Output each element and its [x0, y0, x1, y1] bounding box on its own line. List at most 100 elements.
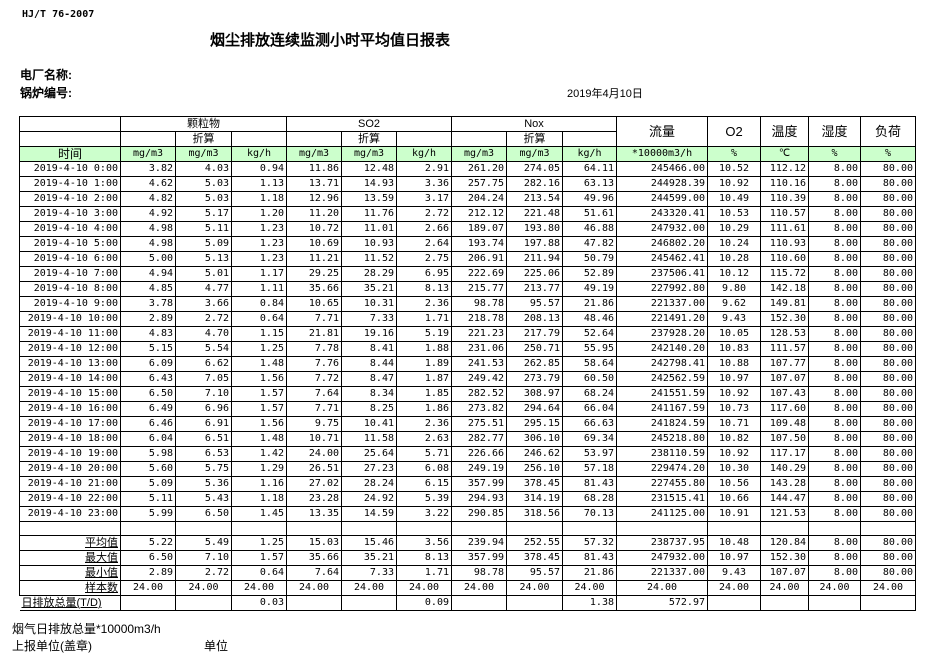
- value-cell: 24.00: [286, 580, 342, 596]
- value-cell: 24.00: [286, 446, 342, 462]
- empty-cell: [707, 521, 761, 536]
- row-label: 2019-4-10 22:00: [19, 491, 121, 507]
- value-cell: 237506.41: [616, 266, 708, 282]
- value-cell: 110.60: [760, 251, 809, 267]
- value-cell: 80.00: [860, 491, 916, 507]
- value-cell: 21.86: [562, 296, 617, 312]
- value-cell: 8.13: [396, 281, 452, 297]
- row-label: 2019-4-10 11:00: [19, 326, 121, 342]
- value-cell: 294.64: [506, 401, 563, 417]
- value-cell: [120, 595, 176, 611]
- value-cell: 5.00: [120, 251, 176, 267]
- value-cell: 247932.00: [616, 550, 708, 566]
- value-cell: 221.23: [451, 326, 507, 342]
- reporting-unit-label: 上报单位(盖章): [12, 639, 92, 653]
- value-cell: 13.59: [341, 191, 397, 207]
- nox-converted-header: 折算: [506, 131, 563, 147]
- value-cell: 290.85: [451, 506, 507, 522]
- value-cell: 10.12: [707, 266, 761, 282]
- value-cell: 7.64: [286, 565, 342, 581]
- value-cell: 6.09: [120, 356, 176, 372]
- value-cell: 8.00: [808, 296, 861, 312]
- unit-cell: %: [808, 146, 861, 162]
- value-cell: 8.34: [341, 386, 397, 402]
- plant-name-label: 电厂名称:: [20, 68, 72, 82]
- value-cell: 5.17: [175, 206, 232, 222]
- value-cell: 24.00: [120, 580, 176, 596]
- value-cell: 111.57: [760, 341, 809, 357]
- value-cell: 8.41: [341, 341, 397, 357]
- value-cell: 8.00: [808, 341, 861, 357]
- row-label: 2019-4-10 10:00: [19, 311, 121, 327]
- value-cell: 249.42: [451, 371, 507, 387]
- value-cell: 189.07: [451, 221, 507, 237]
- table-row: 2019-4-10 1:00 4.62 5.03 1.13 13.71 14.93 3.36…: [19, 176, 916, 192]
- value-cell: 8.00: [808, 311, 861, 327]
- value-cell: 149.81: [760, 296, 809, 312]
- value-cell: 241167.59: [616, 401, 708, 417]
- value-cell: 5.49: [175, 535, 232, 551]
- value-cell: 227455.80: [616, 476, 708, 492]
- value-cell: 64.11: [562, 161, 617, 177]
- value-cell: 24.00: [860, 580, 916, 596]
- value-cell: 70.13: [562, 506, 617, 522]
- value-cell: 2.66: [396, 221, 452, 237]
- value-cell: 2.64: [396, 236, 452, 252]
- row-label: 2019-4-10 4:00: [19, 221, 121, 237]
- value-cell: 66.04: [562, 401, 617, 417]
- value-cell: 109.48: [760, 416, 809, 432]
- value-cell: 4.98: [120, 236, 176, 252]
- row-label: 2019-4-10 1:00: [19, 176, 121, 192]
- boiler-number-label: 锅炉编号:: [20, 86, 72, 100]
- daily-total-row: 日排放总量(T/D) 0.03 0.09 1.38 572.97: [19, 595, 916, 611]
- value-cell: 3.22: [396, 506, 452, 522]
- blank-header-cell: [396, 131, 452, 147]
- value-cell: 8.44: [341, 356, 397, 372]
- value-cell: 242140.20: [616, 341, 708, 357]
- value-cell: 204.24: [451, 191, 507, 207]
- value-cell: 80.00: [860, 236, 916, 252]
- value-cell: 10.56: [707, 476, 761, 492]
- value-cell: [341, 595, 397, 611]
- empty-cell: [760, 521, 809, 536]
- value-cell: 24.00: [707, 580, 761, 596]
- value-cell: 4.03: [175, 161, 232, 177]
- value-cell: 10.28: [707, 251, 761, 267]
- blank-header-cell: [120, 131, 176, 147]
- value-cell: 15.03: [286, 535, 342, 551]
- value-cell: 8.00: [808, 416, 861, 432]
- value-cell: 221.48: [506, 206, 563, 222]
- value-cell: 107.77: [760, 356, 809, 372]
- unit-cell: mg/m3: [120, 146, 176, 162]
- value-cell: 55.95: [562, 341, 617, 357]
- value-cell: 26.51: [286, 461, 342, 477]
- value-cell: 1.57: [231, 401, 287, 417]
- value-cell: 49.96: [562, 191, 617, 207]
- value-cell: 294.93: [451, 491, 507, 507]
- value-cell: 10.97: [707, 550, 761, 566]
- value-cell: 282.52: [451, 386, 507, 402]
- value-cell: 1.85: [396, 386, 452, 402]
- value-cell: 1.20: [231, 206, 287, 222]
- unit-cell: %: [707, 146, 761, 162]
- value-cell: 10.92: [707, 176, 761, 192]
- value-cell: 107.50: [760, 431, 809, 447]
- value-cell: 23.28: [286, 491, 342, 507]
- value-cell: 243320.41: [616, 206, 708, 222]
- blank-header-cell: [231, 131, 287, 147]
- value-cell: 24.00: [562, 580, 617, 596]
- value-cell: 9.43: [707, 565, 761, 581]
- value-cell: 50.79: [562, 251, 617, 267]
- row-label: 2019-4-10 20:00: [19, 461, 121, 477]
- value-cell: 13.71: [286, 176, 342, 192]
- temperature-header: 温度: [760, 116, 809, 147]
- value-cell: 8.00: [808, 476, 861, 492]
- value-cell: 231515.41: [616, 491, 708, 507]
- table-row: 2019-4-10 22:00 5.11 5.43 1.18 23.28 24.92 5.3…: [19, 491, 916, 507]
- value-cell: 24.00: [451, 580, 507, 596]
- value-cell: 24.00: [341, 580, 397, 596]
- value-cell: 238737.95: [616, 535, 708, 551]
- table-row: 2019-4-10 16:00 6.49 6.96 1.57 7.71 8.25 1.86 2…: [19, 401, 916, 417]
- value-cell: 231.06: [451, 341, 507, 357]
- value-cell: 8.00: [808, 221, 861, 237]
